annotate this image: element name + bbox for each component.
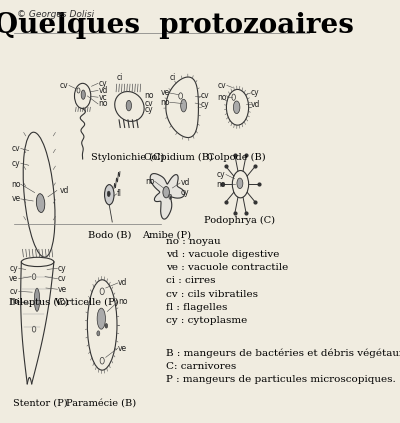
Text: cv: cv	[60, 81, 69, 90]
Ellipse shape	[97, 331, 100, 336]
Ellipse shape	[105, 324, 108, 328]
Text: fl: fl	[117, 190, 122, 198]
Text: ve: ve	[160, 88, 170, 97]
Text: vd: vd	[98, 86, 108, 95]
Text: Dileptus (C): Dileptus (C)	[9, 298, 69, 307]
Ellipse shape	[34, 288, 40, 311]
Text: vd: vd	[180, 179, 190, 187]
Text: Colpode (B): Colpode (B)	[207, 153, 265, 162]
Ellipse shape	[126, 100, 132, 111]
Text: cv: cv	[58, 274, 66, 283]
Ellipse shape	[104, 184, 114, 205]
Text: cy: cy	[251, 88, 260, 97]
Ellipse shape	[97, 308, 106, 329]
Ellipse shape	[107, 191, 110, 197]
Text: cy: cy	[58, 264, 66, 273]
Text: vd: vd	[60, 186, 69, 195]
Text: no: no	[9, 297, 18, 306]
Text: ve: ve	[58, 285, 67, 294]
Text: vd: vd	[118, 278, 128, 288]
Text: no: no	[118, 297, 128, 306]
Text: cv: cv	[218, 81, 226, 90]
Text: ve: ve	[11, 195, 20, 203]
Ellipse shape	[169, 194, 172, 199]
Text: cv: cv	[10, 287, 18, 296]
Text: no: no	[98, 99, 108, 108]
Text: Quelques  protozoaires: Quelques protozoaires	[0, 12, 354, 39]
Text: ve: ve	[118, 343, 127, 353]
Text: vd: vd	[251, 100, 260, 109]
Text: ci: ci	[117, 73, 123, 82]
Text: cy: cy	[10, 264, 18, 273]
Text: cv: cv	[12, 144, 20, 153]
Text: B : mangeurs de bactéries et débris végétaux
C: carnivores
P : mangeurs de parti: B : mangeurs de bactéries et débris végé…	[166, 348, 400, 384]
Text: Vorticelle (P): Vorticelle (P)	[54, 298, 119, 307]
Text: no: no	[11, 180, 20, 189]
Ellipse shape	[81, 90, 85, 99]
Text: Bodo (B): Bodo (B)	[88, 231, 132, 239]
Text: cv: cv	[201, 91, 210, 100]
Text: cy: cy	[201, 100, 210, 109]
Text: no: no	[217, 93, 226, 102]
Text: cy: cy	[144, 105, 153, 114]
Text: cy: cy	[12, 159, 20, 168]
Text: Amibe (P): Amibe (P)	[142, 231, 191, 239]
Text: ve: ve	[9, 274, 18, 283]
Text: Podophrya (C): Podophrya (C)	[204, 216, 274, 225]
Text: Stylonichie (C): Stylonichie (C)	[91, 153, 165, 162]
Ellipse shape	[181, 99, 186, 112]
Ellipse shape	[163, 187, 170, 198]
Text: vc: vc	[98, 93, 107, 102]
Text: no: no	[160, 98, 170, 107]
Text: © Georges Dolisi: © Georges Dolisi	[17, 10, 94, 19]
Text: cy: cy	[180, 188, 189, 197]
Ellipse shape	[237, 178, 243, 189]
Text: ci: ci	[170, 73, 176, 82]
Ellipse shape	[233, 101, 240, 114]
Text: cy: cy	[217, 170, 226, 179]
Text: no: no	[145, 177, 154, 186]
Text: no : noyau
vd : vacuole digestive
ve : vacuole contractile
ci : cirres
cv : cils: no : noyau vd : vacuole digestive ve : v…	[166, 237, 289, 325]
Text: cy: cy	[98, 79, 107, 88]
Text: Stentor (P): Stentor (P)	[13, 398, 68, 407]
Text: no: no	[216, 180, 226, 189]
Polygon shape	[150, 173, 185, 219]
Text: no: no	[144, 91, 154, 100]
Text: Colpidium (B): Colpidium (B)	[144, 153, 213, 162]
Text: cv: cv	[144, 99, 153, 107]
Text: Paramécie (B): Paramécie (B)	[66, 398, 136, 407]
Ellipse shape	[36, 194, 45, 212]
